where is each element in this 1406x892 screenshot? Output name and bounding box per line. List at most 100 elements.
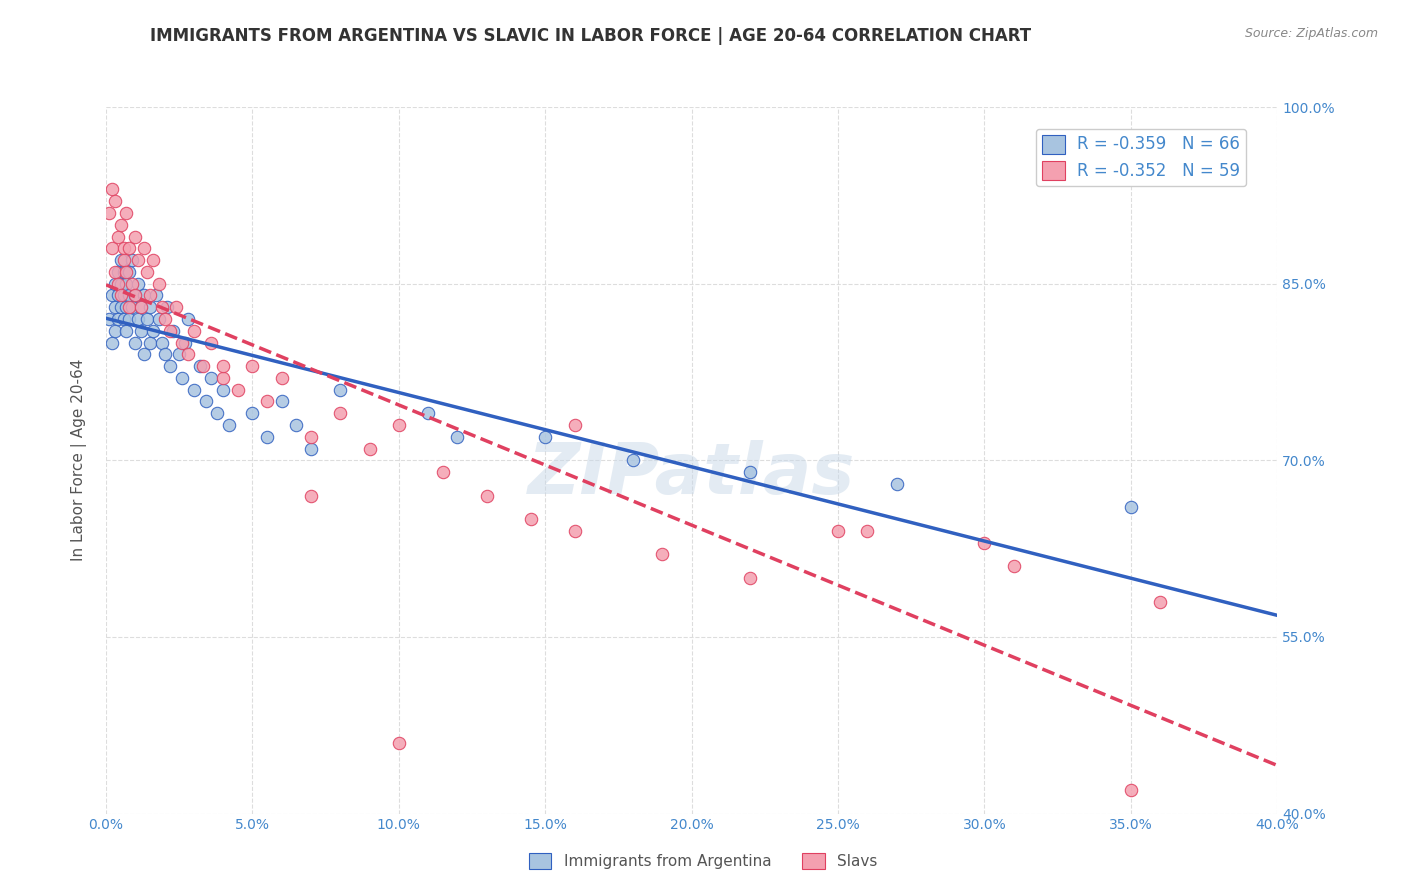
Point: [740, 465, 762, 479]
Point: [110, 218, 132, 232]
Point: [242, 359, 264, 373]
Point: [519, 512, 541, 526]
Point: [112, 312, 135, 326]
Point: [127, 253, 149, 268]
Point: [139, 288, 162, 302]
Point: [121, 253, 143, 268]
Point: [183, 383, 205, 397]
Point: [446, 430, 468, 444]
Point: [218, 417, 240, 432]
Text: Source: ZipAtlas.com: Source: ZipAtlas.com: [1244, 27, 1378, 40]
Legend: R = -0.359   N = 66, R = -0.352   N = 59: R = -0.359 N = 66, R = -0.352 N = 59: [1036, 128, 1246, 186]
Point: [564, 417, 586, 432]
Point: [212, 359, 235, 373]
Legend: Immigrants from Argentina, Slavs: Immigrants from Argentina, Slavs: [523, 847, 883, 875]
Point: [112, 241, 135, 255]
Point: [1002, 559, 1025, 574]
Point: [740, 571, 762, 585]
Point: [329, 383, 352, 397]
Point: [115, 206, 138, 220]
Point: [110, 277, 132, 291]
Point: [110, 253, 132, 268]
Point: [124, 229, 146, 244]
Point: [97, 312, 120, 326]
Point: [621, 453, 644, 467]
Point: [148, 277, 170, 291]
Point: [200, 335, 222, 350]
Point: [136, 312, 159, 326]
Point: [142, 253, 165, 268]
Point: [115, 300, 138, 314]
Point: [165, 300, 187, 314]
Point: [145, 288, 167, 302]
Point: [139, 300, 162, 314]
Point: [329, 406, 352, 420]
Point: [242, 406, 264, 420]
Point: [359, 442, 381, 456]
Point: [150, 335, 173, 350]
Point: [432, 465, 454, 479]
Point: [1119, 500, 1142, 515]
Point: [115, 277, 138, 291]
Point: [1149, 594, 1171, 608]
Point: [104, 324, 127, 338]
Point: [101, 335, 124, 350]
Point: [416, 406, 439, 420]
Point: [118, 312, 141, 326]
Point: [270, 371, 292, 385]
Point: [1119, 783, 1142, 797]
Point: [121, 300, 143, 314]
Point: [112, 253, 135, 268]
Point: [101, 241, 124, 255]
Point: [148, 312, 170, 326]
Point: [174, 335, 197, 350]
Point: [827, 524, 849, 538]
Point: [856, 524, 879, 538]
Point: [188, 359, 211, 373]
Point: [142, 324, 165, 338]
Point: [256, 430, 278, 444]
Point: [159, 324, 181, 338]
Point: [162, 324, 184, 338]
Point: [101, 288, 124, 302]
Point: [256, 394, 278, 409]
Point: [104, 277, 127, 291]
Point: [172, 371, 194, 385]
Point: [104, 300, 127, 314]
Text: IMMIGRANTS FROM ARGENTINA VS SLAVIC IN LABOR FORCE | AGE 20-64 CORRELATION CHART: IMMIGRANTS FROM ARGENTINA VS SLAVIC IN L…: [150, 27, 1031, 45]
Point: [115, 324, 138, 338]
Point: [159, 359, 181, 373]
Point: [177, 312, 200, 326]
Point: [129, 300, 152, 314]
Point: [167, 347, 190, 361]
Point: [973, 535, 995, 549]
Point: [194, 394, 217, 409]
Point: [124, 288, 146, 302]
Point: [212, 383, 235, 397]
Point: [127, 277, 149, 291]
Point: [110, 288, 132, 302]
Point: [153, 312, 176, 326]
Point: [153, 347, 176, 361]
Point: [200, 371, 222, 385]
Y-axis label: In Labor Force | Age 20-64: In Labor Force | Age 20-64: [72, 359, 87, 561]
Point: [299, 442, 322, 456]
Point: [101, 182, 124, 196]
Point: [124, 288, 146, 302]
Point: [299, 430, 322, 444]
Point: [475, 489, 498, 503]
Point: [172, 335, 194, 350]
Point: [207, 406, 229, 420]
Point: [97, 206, 120, 220]
Point: [136, 265, 159, 279]
Point: [388, 736, 411, 750]
Point: [651, 548, 673, 562]
Point: [132, 288, 155, 302]
Point: [285, 417, 308, 432]
Point: [156, 300, 179, 314]
Point: [107, 265, 129, 279]
Point: [112, 265, 135, 279]
Point: [132, 347, 155, 361]
Point: [115, 265, 138, 279]
Point: [118, 300, 141, 314]
